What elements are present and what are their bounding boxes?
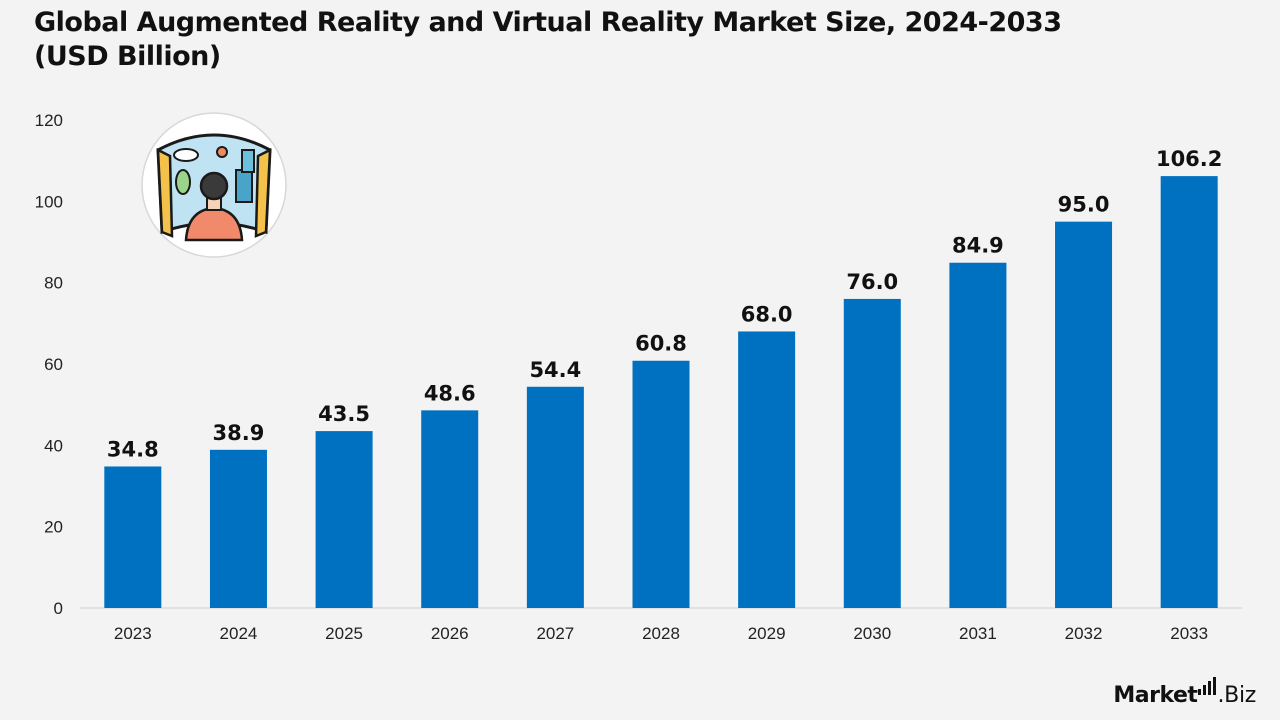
x-tick-label: 2024 xyxy=(220,624,258,643)
bar xyxy=(315,431,373,608)
x-tick-label: 2029 xyxy=(748,624,786,643)
bar-value-label: 38.9 xyxy=(213,421,265,445)
bar xyxy=(421,410,479,608)
x-tick-label: 2025 xyxy=(325,624,363,643)
x-tick-label: 2023 xyxy=(114,624,152,643)
chart-title: Global Augmented Reality and Virtual Rea… xyxy=(34,7,1062,72)
brand-name-bold: Market xyxy=(1113,683,1198,708)
brand-name-light: .Biz xyxy=(1217,683,1256,708)
x-tick-label: 2026 xyxy=(431,624,469,643)
x-axis: 2023 2024 2025 2026 2027 2028 2029 2030 2031 2032… xyxy=(114,624,1208,643)
y-tick-label: 40 xyxy=(44,436,63,455)
bar-value-label: 60.8 xyxy=(635,332,687,356)
brand-logo: Market .Biz xyxy=(1113,677,1256,708)
y-tick-label: 120 xyxy=(35,111,63,130)
bar xyxy=(104,466,162,608)
bar-value-label: 84.9 xyxy=(952,234,1004,258)
vr-user-icon xyxy=(141,112,287,258)
bar xyxy=(1160,176,1218,608)
x-tick-label: 2033 xyxy=(1170,624,1208,643)
y-tick-label: 60 xyxy=(44,355,63,374)
bar-value-label: 43.5 xyxy=(318,402,370,426)
bar-value-label: 54.4 xyxy=(529,358,581,382)
bar-value-label: 106.2 xyxy=(1156,147,1222,171)
bar xyxy=(209,449,267,608)
y-tick-label: 20 xyxy=(44,518,63,537)
x-tick-label: 2027 xyxy=(536,624,574,643)
y-tick-label: 80 xyxy=(44,274,63,293)
x-tick-label: 2032 xyxy=(1065,624,1103,643)
y-tick-label: 0 xyxy=(54,599,63,618)
x-tick-label: 2030 xyxy=(853,624,891,643)
bar xyxy=(949,262,1007,608)
bar xyxy=(738,331,796,608)
bar xyxy=(843,298,901,608)
bar-value-label: 48.6 xyxy=(424,381,476,405)
bar-value-label: 76.0 xyxy=(846,270,898,294)
x-tick-label: 2028 xyxy=(642,624,680,643)
bar-value-label: 95.0 xyxy=(1058,193,1110,217)
bar xyxy=(1055,221,1113,608)
bar xyxy=(526,386,584,608)
bar-value-label: 34.8 xyxy=(107,437,159,461)
bar-value-label: 68.0 xyxy=(741,302,793,326)
y-axis: 0 20 40 60 80 100 120 xyxy=(35,111,63,618)
signal-bars-icon xyxy=(1198,677,1217,695)
y-tick-label: 100 xyxy=(35,192,63,211)
bar xyxy=(632,360,690,608)
bars: 34.8 38.9 43.5 48.6 54.4 60.8 68.0 76.0 84.9 95.0… xyxy=(104,147,1222,608)
x-tick-label: 2031 xyxy=(959,624,997,643)
